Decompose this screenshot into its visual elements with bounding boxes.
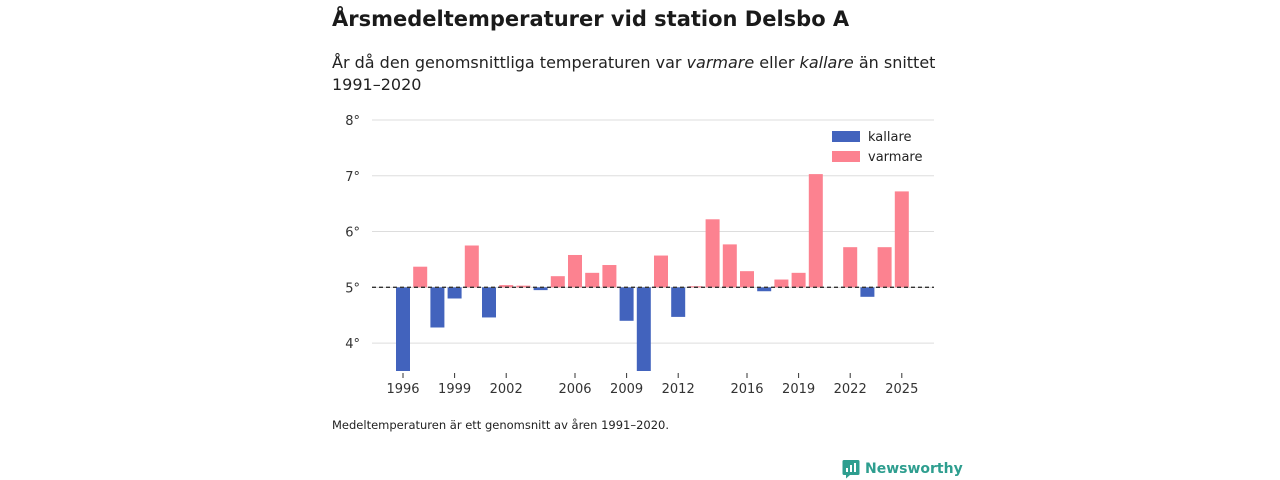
bar-1999-kallare[interactable] (447, 287, 462, 299)
bar-2023-kallare[interactable] (860, 287, 875, 297)
legend-label-kallare: kallare (868, 130, 912, 145)
bar-2014-varmare[interactable] (705, 219, 720, 288)
x-axis: 1996 1999 2002 2006 2009 2012 2016 2019 2022 2025 (386, 373, 918, 397)
bar-1996-kallare[interactable] (396, 287, 410, 371)
bar-2006-varmare[interactable] (568, 254, 582, 288)
bar-2018-varmare[interactable] (774, 279, 789, 288)
legend: kallare varmare (832, 130, 922, 165)
subtitle-emphasis-varmare: varmare (686, 53, 755, 72)
bar-2004-kallare[interactable] (533, 287, 548, 291)
bar-1998-kallare[interactable] (430, 287, 445, 328)
bar-2007-varmare[interactable] (585, 272, 600, 288)
newsworthy-logo-icon (842, 460, 860, 479)
x-tick-label: 2025 (885, 382, 918, 397)
y-tick-label: 8° (345, 114, 360, 129)
legend-swatch-kallare (832, 131, 860, 142)
bar-2019-varmare[interactable] (791, 272, 806, 288)
bar-2012-kallare[interactable] (671, 287, 686, 317)
x-tick-label: 1999 (438, 382, 471, 397)
chart-subtitle: År då den genomsnittliga temperaturen va… (332, 52, 952, 96)
bar-2001-kallare[interactable] (482, 287, 496, 318)
bar-2017-kallare[interactable] (757, 287, 772, 292)
x-tick-label: 1996 (386, 382, 419, 397)
bar-2002-varmare[interactable] (499, 285, 514, 288)
bar-2025-varmare[interactable] (894, 191, 909, 288)
subtitle-emphasis-kallare: kallare (799, 53, 854, 72)
bar-2003-varmare[interactable] (516, 285, 531, 288)
bar-2008-varmare[interactable] (602, 265, 617, 288)
bar-2009-kallare[interactable] (619, 287, 634, 321)
x-tick-label: 2009 (610, 382, 643, 397)
footnote: Medeltemperaturen är ett genomsnitt av å… (332, 418, 670, 432)
x-tick-label: 2019 (782, 382, 815, 397)
legend-label-varmare: varmare (868, 150, 922, 165)
y-tick-label: 7° (345, 170, 360, 185)
subtitle-text-3: än snittet 1991–2020 (332, 53, 936, 94)
bar-2010-kallare[interactable] (636, 287, 651, 371)
subtitle-text-2: eller (754, 53, 800, 72)
x-tick-label: 2012 (662, 382, 695, 397)
bar-2005-varmare[interactable] (550, 276, 565, 288)
chart-title: Årsmedeltemperaturer vid station Delsbo … (332, 7, 850, 31)
subtitle-text-1: År då den genomsnittliga temperaturen va… (332, 53, 687, 72)
bar-2020-varmare[interactable] (808, 174, 823, 288)
bar-1997-varmare[interactable] (413, 266, 428, 288)
bar-2024-varmare[interactable] (877, 247, 892, 288)
bars (396, 174, 909, 371)
y-tick-label: 5° (345, 281, 360, 296)
temperature-bar-chart: 4° 5° 6° 7° 8° 1996 1999 2002 2006 2009 2012 2016 2… (345, 114, 934, 397)
x-tick-label: 2002 (490, 382, 523, 397)
bar-2016-varmare[interactable] (740, 271, 754, 288)
bar-2011-varmare[interactable] (654, 255, 668, 288)
x-tick-label: 2006 (558, 382, 591, 397)
x-tick-label: 2016 (730, 382, 763, 397)
x-tick-label: 2022 (834, 382, 867, 397)
y-tick-label: 4° (345, 337, 360, 352)
y-tick-label: 6° (345, 226, 360, 241)
bar-2015-varmare[interactable] (722, 244, 737, 288)
y-axis: 4° 5° 6° 7° 8° (345, 114, 360, 352)
bar-2022-varmare[interactable] (843, 247, 858, 288)
legend-swatch-varmare (832, 151, 860, 162)
bar-2000-varmare[interactable] (464, 245, 479, 288)
brand-logo[interactable]: Newsworthy (842, 459, 963, 479)
brand-name: Newsworthy (865, 461, 963, 477)
